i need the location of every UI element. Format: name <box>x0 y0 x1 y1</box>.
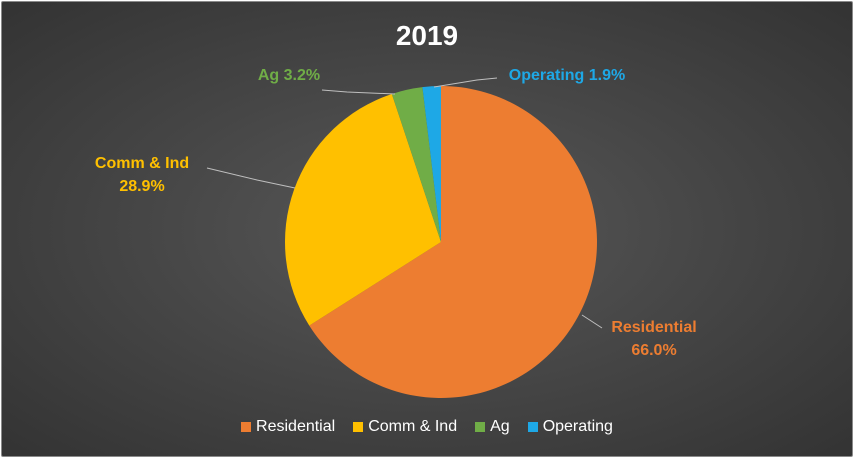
pie-slice-residential <box>309 86 597 399</box>
pie-slice-operating <box>422 86 441 242</box>
leader-lines <box>206 77 603 329</box>
legend-label: Residential <box>256 418 336 435</box>
data-label: Operating 1.9% <box>509 67 625 84</box>
data-label: Ag 3.2% <box>258 67 320 84</box>
chart-title: 2019 <box>395 20 459 51</box>
legend-label: Operating <box>542 418 613 435</box>
pie-slice-comm-ind <box>285 93 441 326</box>
legend-swatch <box>475 422 486 432</box>
legend: Residential Comm & Ind Ag Operating <box>2 418 852 436</box>
data-label: Residential 66.0% <box>611 319 696 359</box>
legend-entry: Operating <box>527 418 613 436</box>
leader-line <box>433 77 498 88</box>
legend-entry: Ag <box>475 418 510 436</box>
legend-label: Comm & Ind <box>368 418 458 435</box>
legend-swatch <box>241 422 252 432</box>
leader-line <box>321 89 396 95</box>
legend-swatch <box>527 422 538 432</box>
leader-line <box>206 167 296 189</box>
legend-entry: Comm & Ind <box>353 418 457 436</box>
pie-slices <box>285 86 597 399</box>
data-labels: Residential 66.0% Comm & Ind 28.9% Ag 3.2% Op… <box>95 67 697 359</box>
leader-line <box>581 314 603 329</box>
legend-label: Ag <box>490 418 510 435</box>
legend-swatch <box>353 422 364 432</box>
pie-slice-ag <box>391 87 441 242</box>
data-label: Comm & Ind 28.9% <box>95 155 189 195</box>
legend-entry: Residential <box>241 418 335 436</box>
